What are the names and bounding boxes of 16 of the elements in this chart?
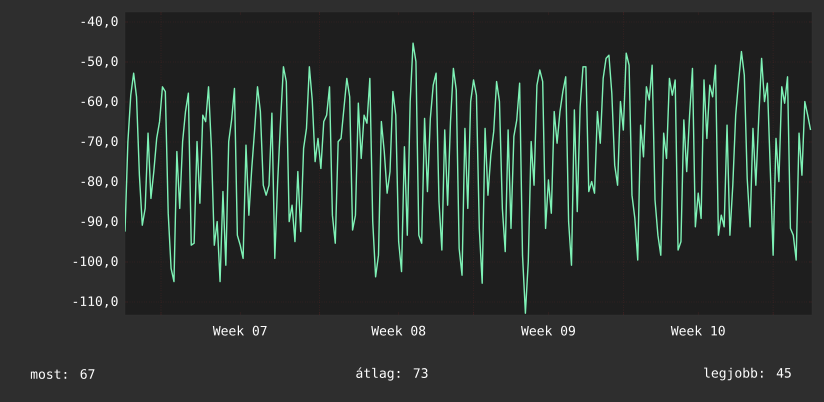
text: átlag: 73	[356, 367, 428, 381]
line-series	[125, 42, 812, 314]
x-tick-label: Week 07	[212, 326, 267, 336]
text: legjobb: 45	[704, 368, 791, 380]
y-tick-label: -110,0	[74, 296, 118, 308]
y-tick-label: -50,0	[82, 56, 118, 68]
y-tick-label: -100,0	[74, 256, 118, 268]
y-tick-label: -80,0	[82, 176, 118, 188]
y-tick-label: -40,0	[82, 16, 118, 28]
text: most: 67	[30, 369, 94, 379]
x-tick-label: Week 09	[521, 326, 575, 336]
y-tick-label: -70,0	[82, 136, 118, 148]
y-tick-label: -90,0	[82, 216, 118, 228]
y-tick-label: -60,0	[82, 96, 118, 108]
x-tick-label: Week 08	[371, 326, 426, 336]
x-tick-label: Week 10	[670, 326, 725, 336]
